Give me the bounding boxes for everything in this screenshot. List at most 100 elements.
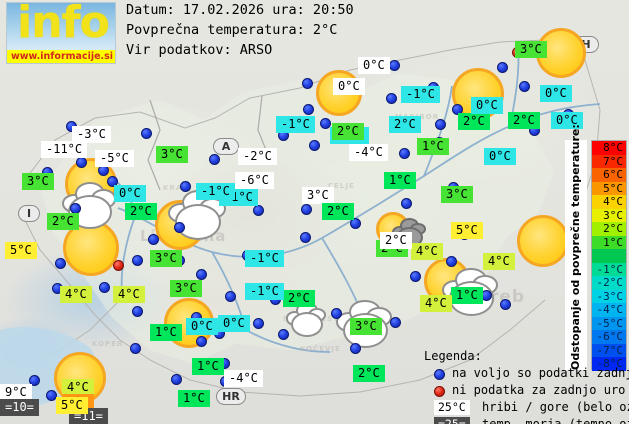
station-dot-available[interactable] [519,81,530,92]
scale-row: -7°C [592,343,626,358]
temperature-label: 4°C [113,286,145,303]
country-tag-i: I [18,205,40,222]
station-dot-available[interactable] [399,148,410,159]
temperature-label: 2°C [283,290,315,307]
temperature-label: -6°C [235,172,274,189]
temperature-label: 2°C [458,113,490,130]
station-dot-available[interactable] [107,176,118,187]
station-dot-available[interactable] [301,204,312,215]
station-dot-available[interactable] [209,154,220,165]
temperature-label: 9°C [0,384,32,401]
map-legend: Legenda: na voljo so podatki zadnje ure … [424,349,629,424]
legend-sea-text: temp. morja (temno ozadje) [482,417,629,424]
station-dot-available[interactable] [302,78,313,89]
station-dot-available[interactable] [435,119,446,130]
station-dot-available[interactable] [76,157,87,168]
station-dot-available[interactable] [253,318,264,329]
temperature-label: -4°C [224,370,263,387]
city-label: CELJE [328,182,355,190]
station-dot-available[interactable] [253,205,264,216]
station-dot-available[interactable] [386,93,397,104]
temperature-label: 1°C [451,287,483,304]
temperature-label: -5°C [95,150,134,167]
station-dot-available[interactable] [410,271,421,282]
station-dot-available[interactable] [180,181,191,192]
station-dot-available[interactable] [132,306,143,317]
city-label: KRANJ [163,184,193,192]
station-dot-available[interactable] [278,329,289,340]
station-dot-no-data[interactable] [113,260,124,271]
temperature-label: 0°C [114,185,146,202]
temperature-label: -3°C [72,126,111,143]
red-dot-icon [434,386,445,397]
temperature-label: 4°C [62,379,94,396]
temperature-label: -1°C [245,250,284,267]
station-dot-available[interactable] [196,336,207,347]
scale-row: -1°C [592,262,626,277]
station-dot-available[interactable] [171,374,182,385]
scale-row: -8°C [592,357,626,371]
station-dot-available[interactable] [132,255,143,266]
station-dot-available[interactable] [174,222,185,233]
temperature-label: -1°C [196,183,235,200]
cloud-puff [290,312,323,338]
temperature-label: 2°C [47,213,79,230]
scale-row: 2°C [592,222,626,236]
temperature-label: 2°C [380,232,412,249]
temperature-label: -11°C [41,141,88,158]
temperature-label: 1°C [384,172,416,189]
sea-swatch: =25= [434,417,470,424]
station-dot-available[interactable] [390,317,401,328]
temperature-label: -1°C [276,116,315,133]
station-dot-available[interactable] [29,375,40,386]
blue-dot-icon [434,369,445,380]
header-banner: info www.informacije.si Datum: 17.02.202… [0,0,629,68]
temperature-label: 3°C [170,280,202,297]
station-dot-available[interactable] [500,299,511,310]
station-dot-available[interactable] [99,282,110,293]
station-dot-available[interactable] [130,343,141,354]
temperature-label: 0°C [186,318,218,335]
station-dot-available[interactable] [55,258,66,269]
temperature-label: 3°C [515,41,547,58]
station-dot-available[interactable] [350,343,361,354]
logo-wordmark: info [17,2,110,48]
header-average-temperature: Povprečna temperatura: 2°C [126,22,338,38]
station-dot-available[interactable] [320,118,331,129]
station-dot-available[interactable] [225,291,236,302]
temperature-label: 0°C [540,85,572,102]
station-dot-available[interactable] [350,218,361,229]
temperature-label: 2°C [508,112,540,129]
station-dot-available[interactable] [300,232,311,243]
temperature-label: 0°C [333,78,365,95]
temperature-label: 2°C [389,116,421,133]
temperature-deviation-scale: Odstopanje od povprečne temperature: 8°C… [565,124,627,371]
station-dot-available[interactable] [309,140,320,151]
station-dot-available[interactable] [46,390,57,401]
temperature-label: -2°C [238,148,277,165]
temperature-label: 0°C [218,315,250,332]
station-dot-available[interactable] [141,128,152,139]
hill-swatch: 25°C [434,400,470,415]
header-date-time: Datum: 17.02.2026 ura: 20:50 [126,2,354,18]
temperature-label: -4°C [349,144,388,161]
station-dot-available[interactable] [196,269,207,280]
station-dot-available[interactable] [497,62,508,73]
temperature-label: 2°C [332,123,364,140]
temperature-label: 5°C [5,242,37,259]
temperature-label: 3°C [150,250,182,267]
station-dot-available[interactable] [401,198,412,209]
header-data-source: Vir podatkov: ARSO [126,42,273,58]
city-label: KOČEVJE [300,345,341,353]
site-logo[interactable]: info www.informacije.si [6,2,116,64]
scale-row: 6°C [592,168,626,182]
station-dot-available[interactable] [303,104,314,115]
temperature-label: 1°C [417,138,449,155]
temperature-label: 4°C [60,286,92,303]
station-dot-available[interactable] [331,308,342,319]
station-dot-available[interactable] [452,104,463,115]
station-dot-available[interactable] [148,234,159,245]
station-dot-available[interactable] [446,256,457,267]
scale-row: -3°C [592,289,626,304]
